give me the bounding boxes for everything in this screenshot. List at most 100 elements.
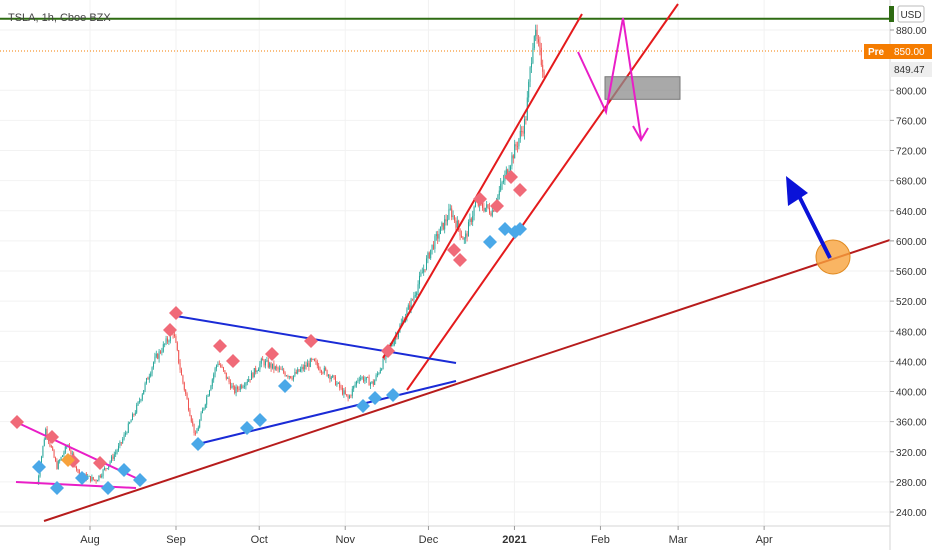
candle-body [467, 222, 469, 237]
candle-body [528, 81, 530, 98]
y-tick-label: 640.00 [896, 207, 927, 218]
candle-body [106, 468, 108, 470]
candle-body [290, 376, 292, 379]
x-tick-label: Feb [591, 534, 610, 546]
candle-body [540, 47, 542, 65]
candle-body [284, 372, 286, 376]
candle-body [228, 377, 230, 383]
candle-body [498, 190, 500, 196]
candle-body [231, 385, 233, 389]
candle-body [50, 445, 52, 448]
channel-lower-line[interactable] [406, 3, 679, 391]
candle-body [255, 367, 257, 373]
candle-body [535, 29, 537, 37]
candle-body [257, 369, 259, 372]
candle-body [194, 433, 196, 434]
candle-body [449, 208, 451, 210]
candle-body [309, 358, 311, 367]
candle-body [197, 427, 199, 431]
candle-body [420, 273, 422, 276]
candle-body [487, 204, 489, 208]
candle-body [147, 378, 149, 380]
candle-body [54, 457, 56, 462]
candle-body [383, 358, 385, 360]
candle-body [382, 358, 384, 369]
candle-body [52, 447, 54, 451]
candle-body [301, 366, 303, 370]
candle-body [42, 445, 44, 457]
wedge-upper-line[interactable] [15, 421, 137, 479]
buy-signal-marker [240, 421, 254, 435]
candle-body [235, 386, 237, 394]
time-axis[interactable]: Aug Sep Oct Nov Dec 2021 Feb Mar Apr [80, 526, 773, 546]
candle-body [227, 377, 229, 379]
candle-body [94, 479, 96, 481]
candle-body [269, 363, 271, 368]
long-term-trendline[interactable] [43, 239, 891, 522]
wedge-lower-line[interactable] [15, 481, 137, 489]
y-tick-label: 440.00 [896, 357, 927, 368]
candle-body [518, 138, 520, 147]
candle-body [245, 382, 247, 386]
y-tick-label: 760.00 [896, 116, 927, 127]
candle-body [169, 333, 171, 342]
candle-body [60, 456, 62, 461]
breakout-point-circle[interactable] [815, 239, 851, 275]
candlestick-series [36, 24, 545, 485]
candle-body [434, 236, 436, 249]
candle-body [333, 375, 335, 377]
candle-body [444, 219, 446, 230]
y-tick-label: 720.00 [896, 147, 927, 158]
candle-body [445, 219, 447, 222]
candle-body [348, 395, 350, 399]
candle-body [134, 412, 136, 415]
candle-body [260, 358, 262, 364]
candle-body [210, 386, 212, 391]
projection-path[interactable] [577, 17, 642, 139]
candle-body [319, 369, 321, 371]
last-price-badge [890, 62, 932, 77]
candle-body [466, 233, 468, 237]
candle-body [193, 423, 195, 434]
candle-body [306, 363, 308, 367]
candle-body [119, 442, 121, 446]
candle-body [427, 252, 429, 259]
candle-body [502, 180, 504, 183]
candle-body [187, 399, 189, 411]
buy-signal-marker [191, 437, 205, 451]
candle-body [295, 371, 297, 374]
supply-zone-box[interactable] [604, 76, 681, 100]
x-tick-label: Mar [669, 534, 688, 546]
triangle-lower-line[interactable] [197, 380, 457, 445]
candle-body [273, 363, 275, 370]
candle-body [249, 379, 251, 381]
buy-signal-marker [356, 399, 370, 413]
breakout-arrow-shaft[interactable] [795, 191, 832, 259]
x-tick-label: Nov [335, 534, 355, 546]
candle-body [511, 155, 513, 167]
candle-body [304, 365, 306, 370]
channel-upper-line[interactable] [382, 13, 583, 359]
candle-body [144, 383, 146, 391]
candle-body [99, 475, 101, 477]
symbol-title: TSLA, 1h, Cboe BZX [8, 12, 111, 24]
price-axis[interactable]: 240.00 280.00 320.00 360.00 400.00 440.00 480.… [890, 26, 927, 519]
candle-body [425, 258, 427, 270]
candle-body [486, 204, 488, 208]
candle-body [372, 381, 374, 385]
candle-body [428, 252, 430, 259]
candle-body [294, 371, 296, 376]
candle-body [131, 414, 133, 421]
candle-body [334, 376, 336, 386]
drawing-layer[interactable] [0, 3, 891, 522]
currency-button[interactable] [897, 5, 925, 23]
candle-body [292, 375, 294, 380]
candle-body [448, 209, 450, 220]
buy-signal-marker [368, 391, 382, 405]
candle-body [220, 364, 222, 367]
candle-body [418, 275, 420, 285]
sell-signal-marker [226, 354, 240, 368]
candle-body [271, 363, 273, 369]
